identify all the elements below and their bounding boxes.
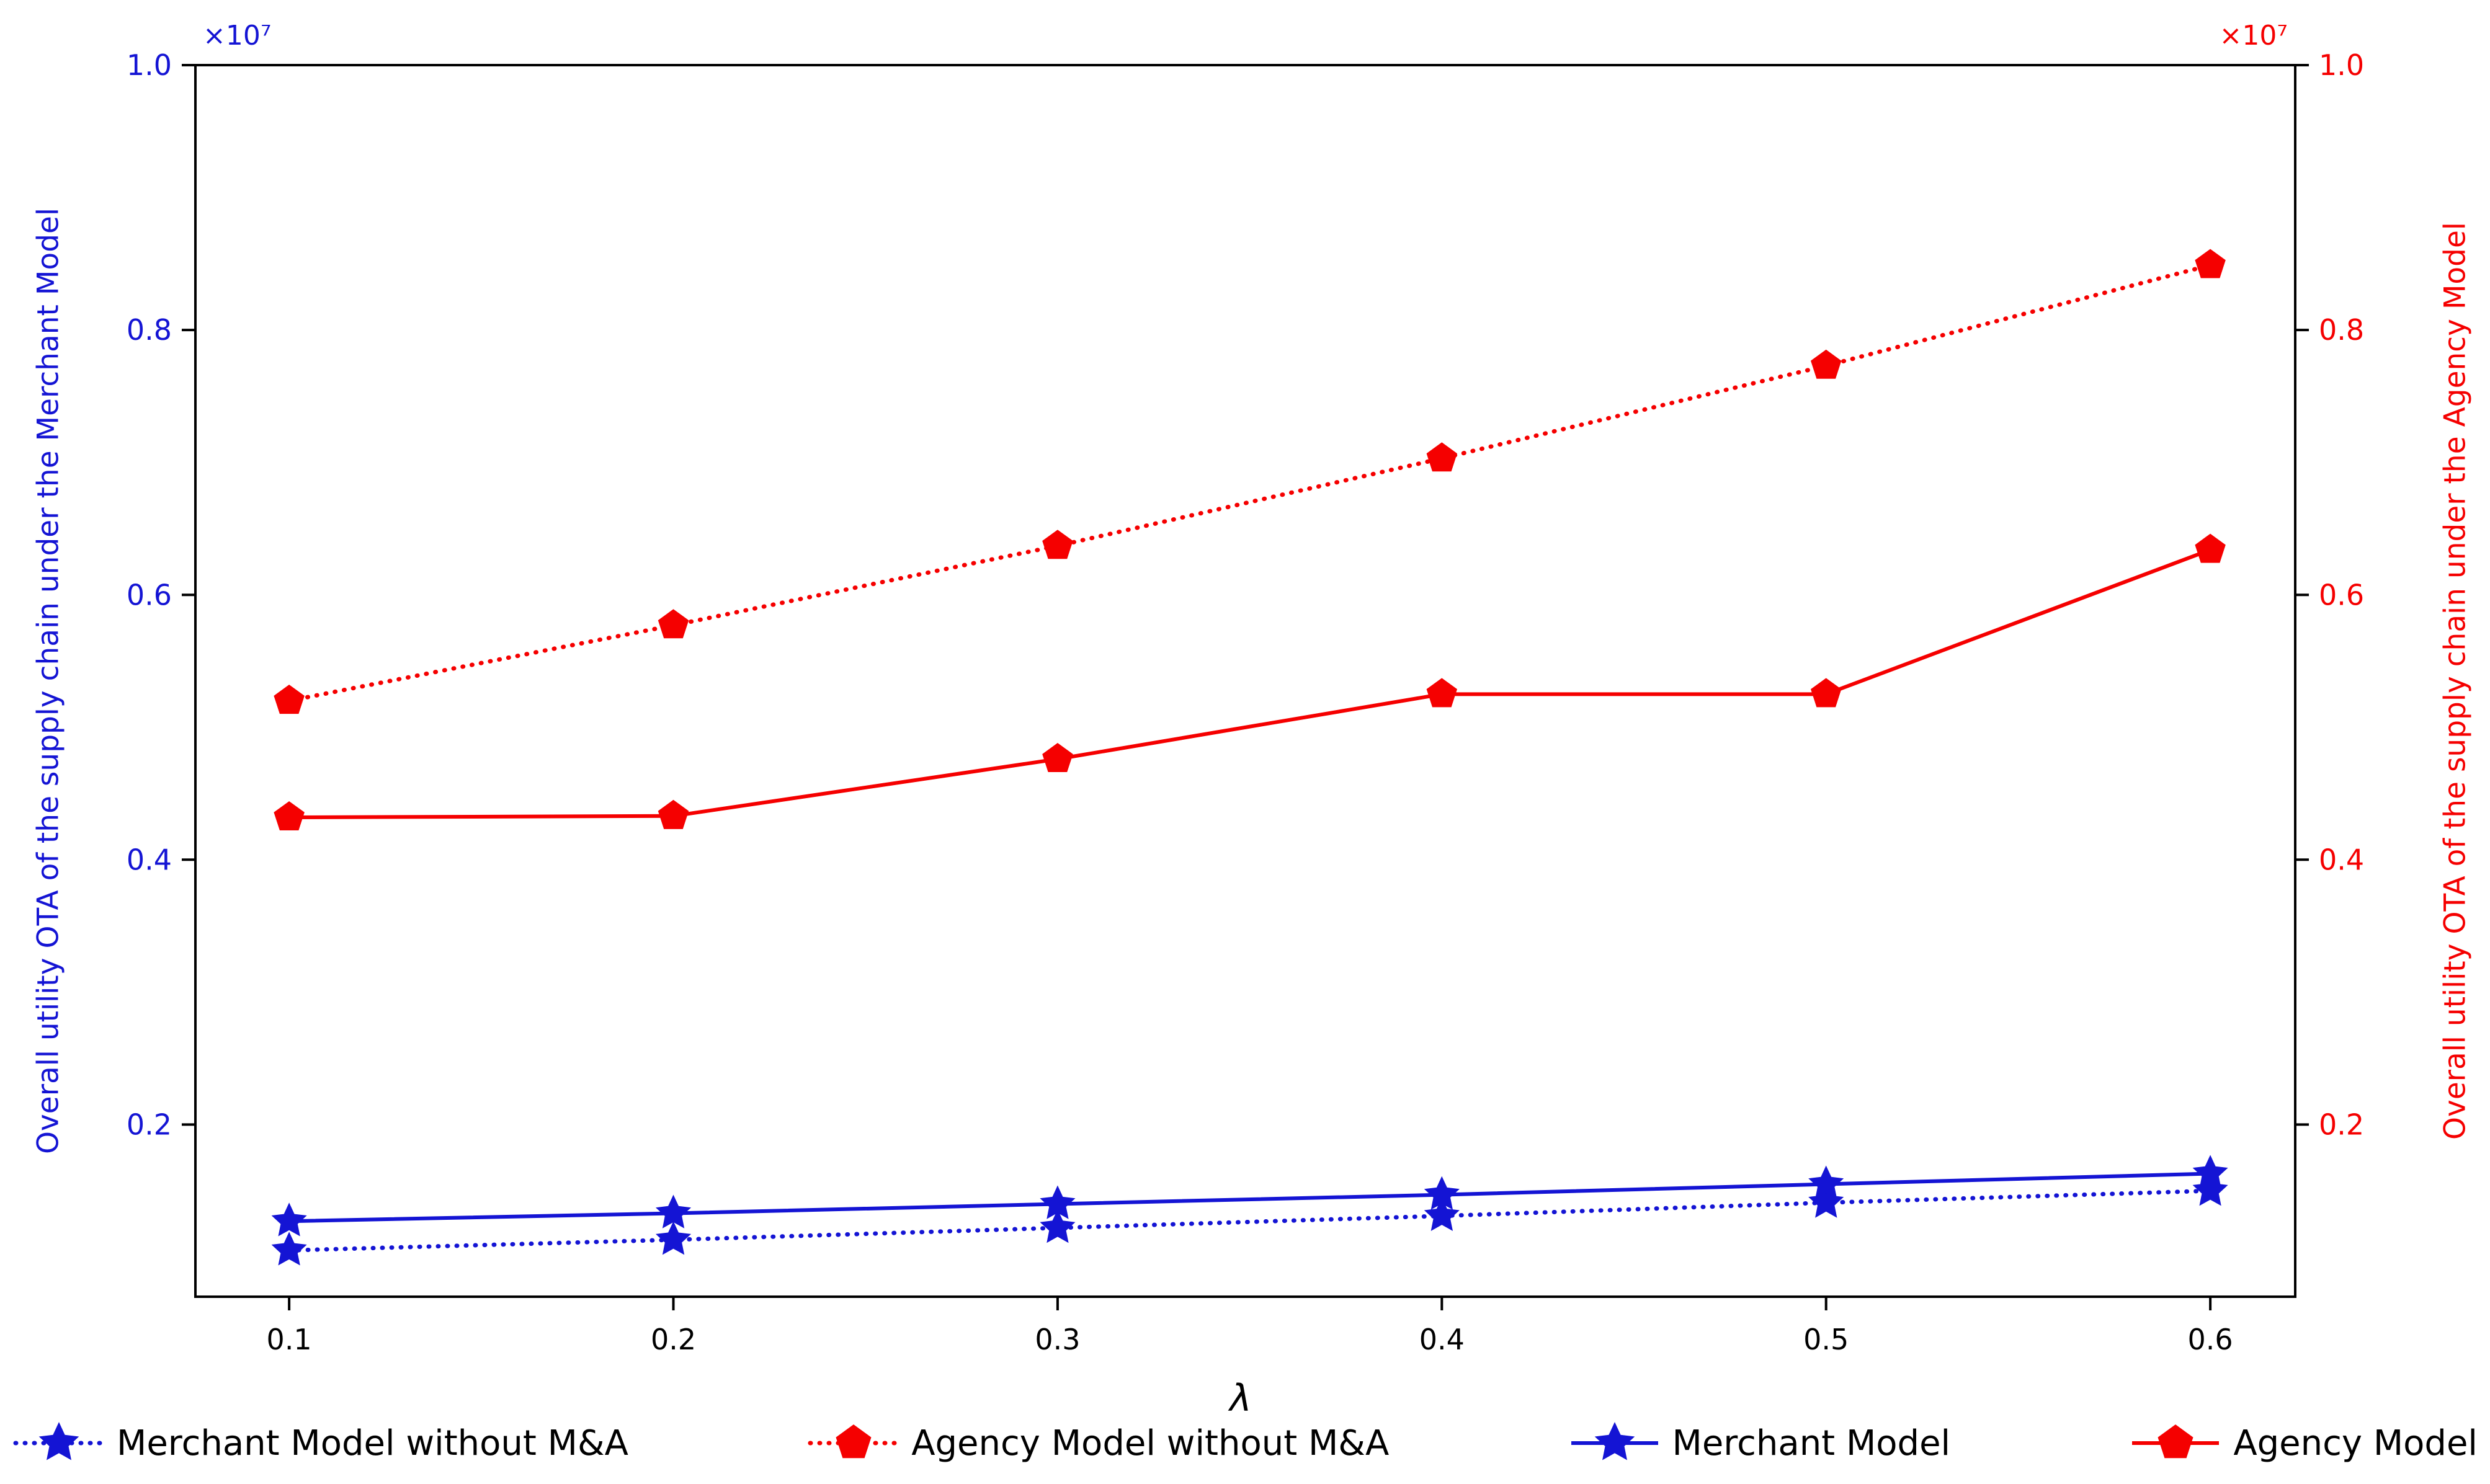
pentagon-marker	[1042, 530, 1073, 559]
legend-entry-agency: Agency Model	[2129, 1418, 2478, 1468]
right-axis-tick-label: 1.0	[2319, 48, 2364, 82]
x-axis-tick-label: 0.4	[1419, 1323, 1465, 1356]
right-axis-tick-label: 0.6	[2319, 578, 2364, 611]
right-axis-tick-label: 0.8	[2319, 313, 2364, 347]
star-marker	[271, 1202, 307, 1237]
right-axis-title: Overall utility OTA of the supply chain …	[2438, 222, 2473, 1140]
x-axis-tick-label: 0.3	[1035, 1323, 1080, 1356]
x-axis-tick-label: 0.5	[1803, 1323, 1849, 1356]
right-axis-tick-label: 0.4	[2319, 843, 2364, 876]
x-axis-tick-label: 0.1	[267, 1323, 312, 1356]
legend-label: Merchant Model	[1672, 1423, 1951, 1464]
star-marker	[1808, 1184, 1844, 1218]
pentagon-marker	[274, 801, 305, 830]
pentagon-icon	[2158, 1424, 2193, 1459]
legend-label: Merchant Model without M&A	[117, 1423, 628, 1464]
left-axis-tick-label: 0.4	[127, 843, 172, 876]
star-marker	[2192, 1172, 2228, 1206]
star-icon	[38, 1422, 79, 1460]
series-line-agency-model-without-m-a	[287, 263, 2213, 703]
pentagon-marker	[274, 685, 305, 714]
star-marker	[1808, 1165, 1844, 1199]
legend-label: Agency Model	[2233, 1423, 2478, 1464]
legend-entry-merchant: Merchant Model	[1568, 1418, 1951, 1468]
pentagon-marker	[2195, 249, 2226, 278]
left-axis-tick-label: 1.0	[127, 48, 172, 82]
pentagon-icon	[836, 1424, 872, 1459]
star-marker	[656, 1194, 692, 1229]
star-marker	[2192, 1155, 2228, 1189]
pentagon-marker	[1042, 743, 1073, 772]
left-axis-multiplier: ×10⁷	[203, 20, 272, 51]
pentagon-marker	[658, 799, 689, 829]
star-marker	[1040, 1185, 1076, 1219]
pentagon-marker	[658, 609, 689, 639]
legend-sample-star-dotted-icon	[13, 1422, 105, 1460]
series-line-merchant-model-without-m-a	[287, 1188, 2213, 1253]
legend-entry-merchant-without-ma: Merchant Model without M&A	[12, 1418, 628, 1468]
right-axis-tick-label: 0.2	[2319, 1108, 2364, 1141]
x-axis-title: λ	[1229, 1377, 1252, 1420]
x-axis-tick-label: 0.6	[2188, 1323, 2233, 1356]
pentagon-marker	[1811, 349, 1842, 379]
plot-border	[194, 64, 2296, 1298]
legend-sample-star-solid-icon	[1571, 1422, 1658, 1460]
pentagon-marker	[1811, 678, 1842, 708]
left-axis-tick-label: 0.2	[127, 1108, 172, 1141]
legend-label: Agency Model without M&A	[911, 1423, 1390, 1464]
star-marker	[1040, 1209, 1076, 1243]
star-marker	[271, 1232, 307, 1266]
legend-sample-pentagon-dotted-icon	[808, 1424, 899, 1459]
left-axis-tick-label: 0.6	[127, 578, 172, 611]
left-axis-title: Overall utility OTA of the supply chain …	[31, 207, 66, 1155]
left-axis-tick-label: 0.8	[127, 313, 172, 347]
pentagon-marker	[2195, 533, 2226, 563]
legend-sample-pentagon-solid-icon	[2132, 1424, 2220, 1459]
star-icon	[1594, 1422, 1635, 1460]
star-marker	[656, 1221, 692, 1255]
right-axis-multiplier: ×10⁷	[2220, 20, 2288, 51]
star-marker	[1424, 1176, 1460, 1210]
pentagon-marker	[1426, 678, 1457, 708]
series-line-merchant-model	[289, 1171, 2211, 1224]
series-line-agency-model	[289, 548, 2211, 819]
pentagon-marker	[1426, 442, 1457, 472]
star-marker	[1424, 1197, 1460, 1231]
legend: Merchant Model without M&A Agency Model …	[12, 1406, 2478, 1480]
legend-entry-agency-without-ma: Agency Model without M&A	[807, 1418, 1389, 1468]
x-axis-tick-label: 0.2	[651, 1323, 696, 1356]
